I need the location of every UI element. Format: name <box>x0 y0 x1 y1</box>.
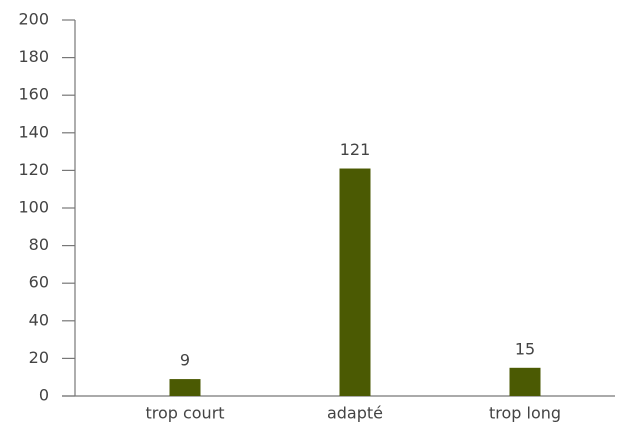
x-tick-label: adapté <box>327 404 383 423</box>
y-tick-label: 20 <box>29 348 49 367</box>
y-tick-label: 180 <box>18 47 49 66</box>
data-label: 121 <box>340 140 371 159</box>
y-tick-label: 40 <box>29 310 49 329</box>
y-tick-label: 120 <box>18 160 49 179</box>
data-label: 15 <box>515 339 535 358</box>
y-tick-label: 140 <box>18 122 49 141</box>
y-tick-label: 200 <box>18 10 49 29</box>
bar <box>169 379 201 396</box>
y-tick-label: 60 <box>29 273 49 292</box>
x-tick-label: trop long <box>489 404 561 423</box>
bar <box>339 168 371 396</box>
data-label: 9 <box>180 351 190 370</box>
x-tick-label: trop court <box>145 404 224 423</box>
bar <box>509 367 541 396</box>
y-tick-label: 160 <box>18 85 49 104</box>
y-tick-label: 100 <box>18 198 49 217</box>
y-tick-label: 0 <box>39 386 49 405</box>
y-tick-label: 80 <box>29 235 49 254</box>
